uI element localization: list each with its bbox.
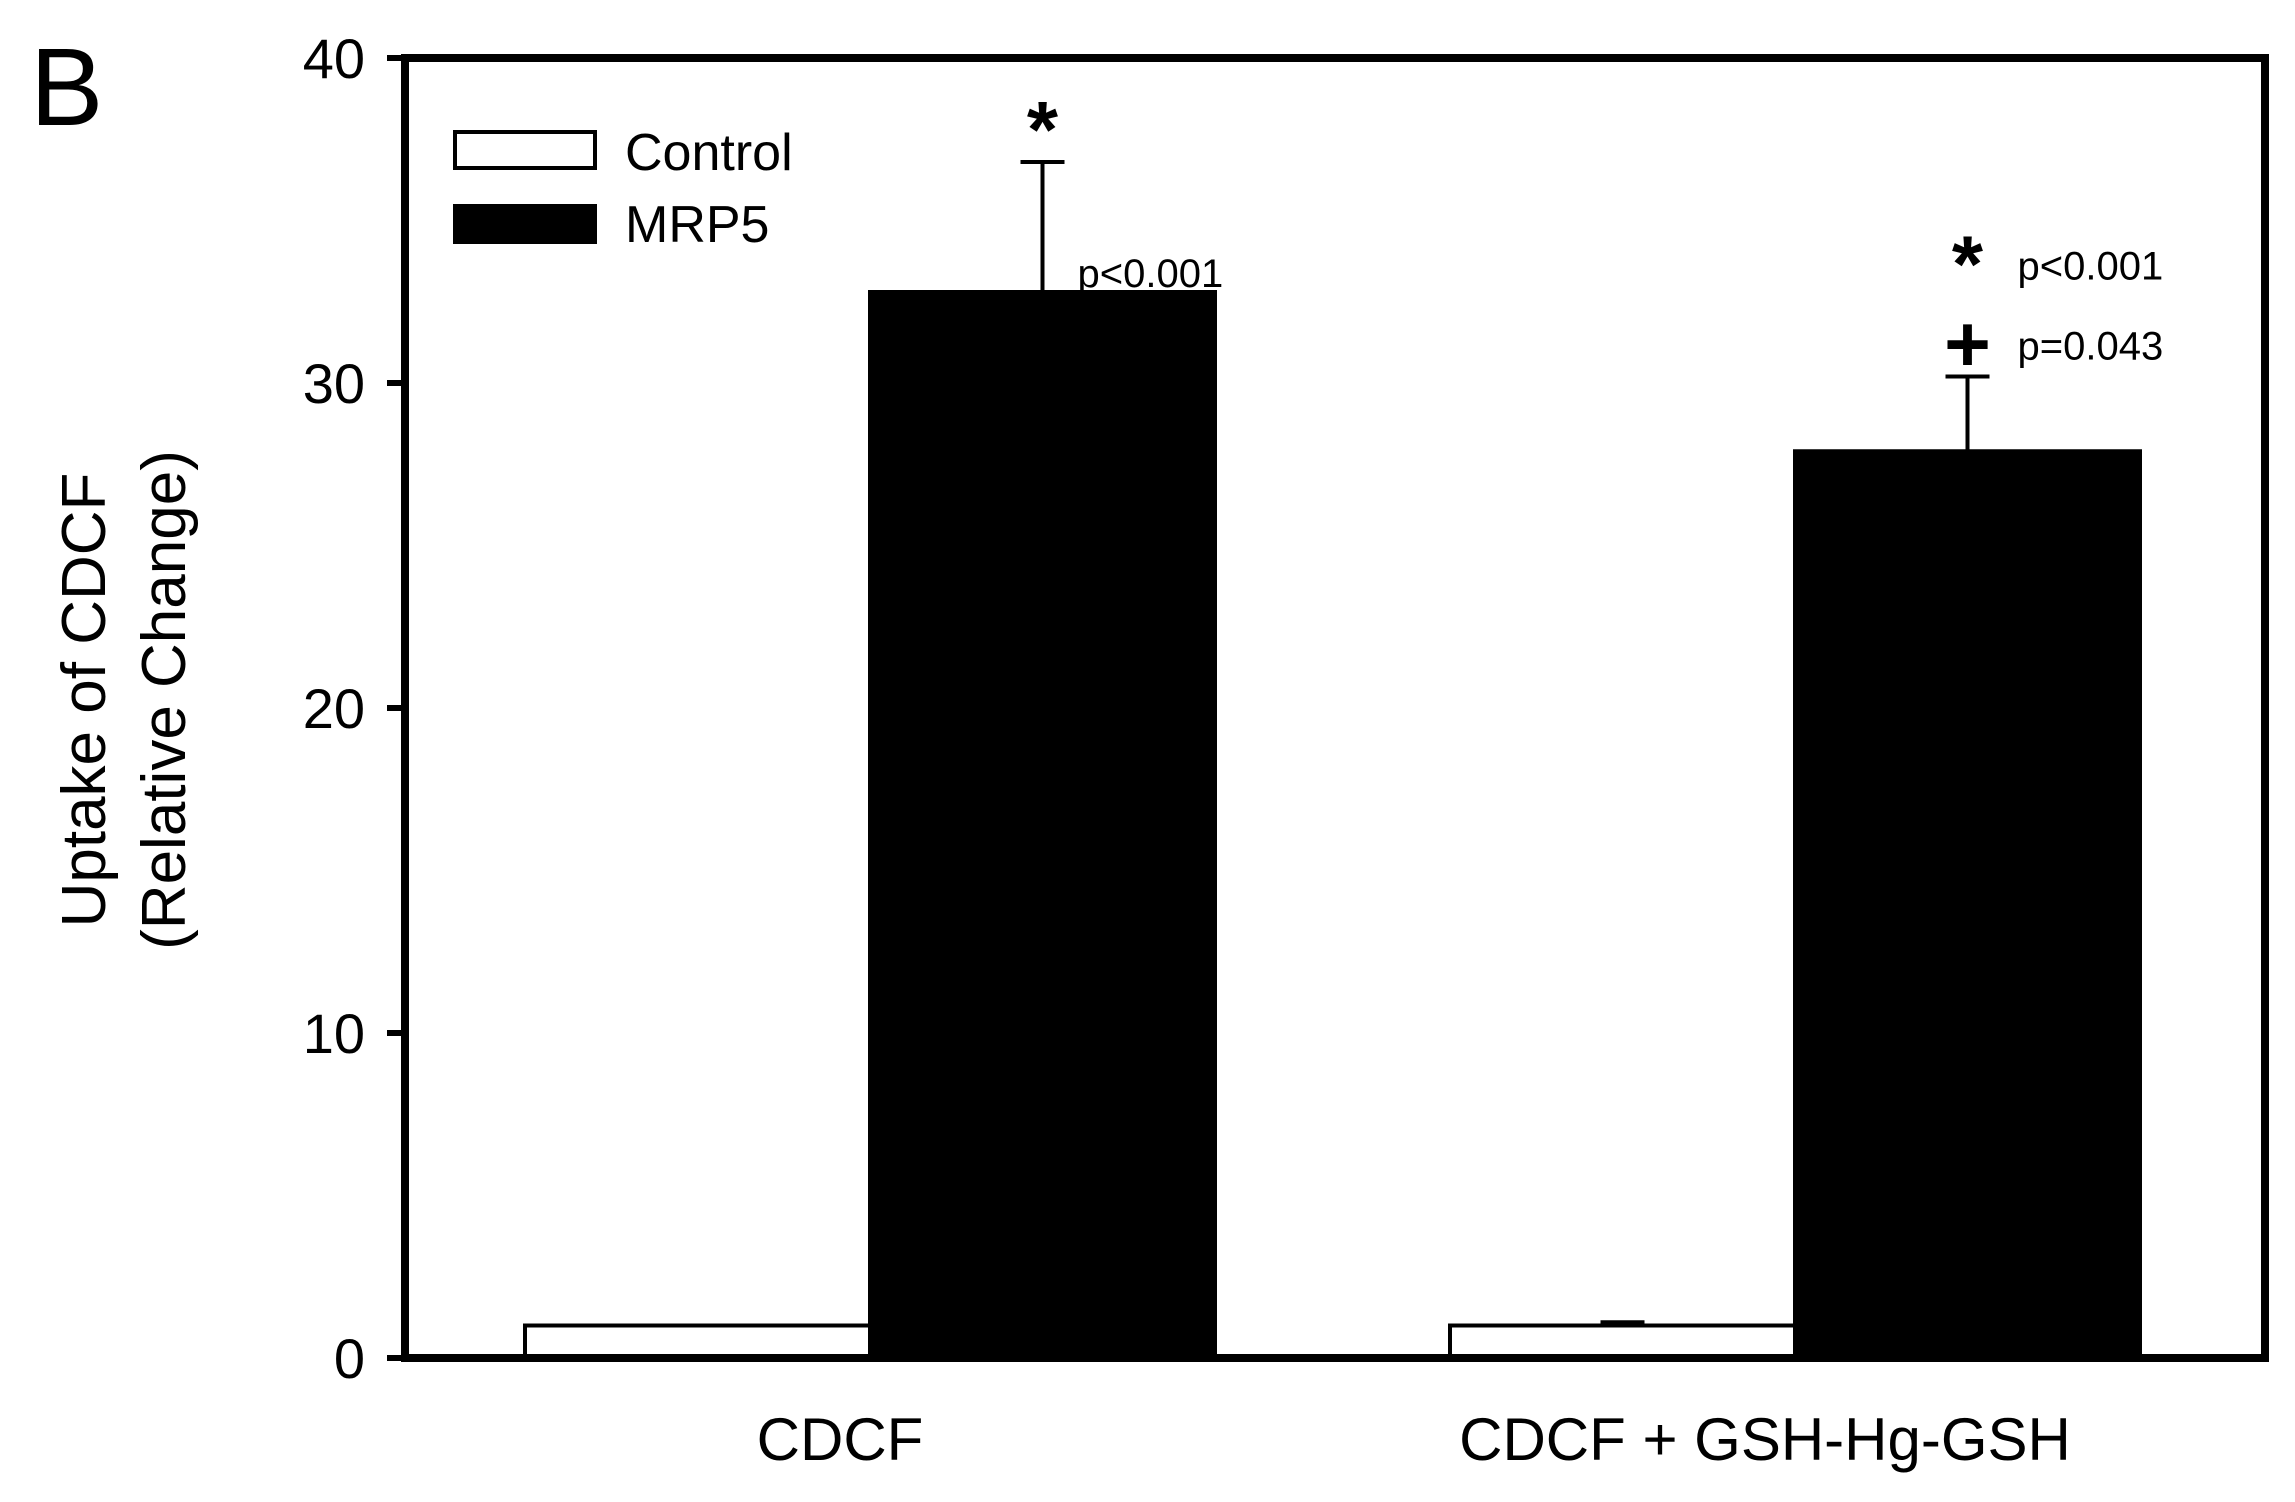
legend-label-control: Control <box>625 124 793 182</box>
y-axis-ticks: 0 10 20 30 40 <box>303 27 405 1390</box>
y-tick-label: 10 <box>303 1002 365 1065</box>
p-value-label: p<0.001 <box>1078 252 1224 296</box>
x-axis-category-labels: CDCF CDCF + GSH-Hg-GSH <box>757 1406 2071 1473</box>
y-tick-label: 40 <box>303 27 365 90</box>
y-axis-label-line-2: (Relative Change) <box>130 450 199 950</box>
panel-label: B <box>30 26 103 149</box>
y-axis-label-line-1: Uptake of CDCF <box>50 473 119 928</box>
legend: Control MRP5 <box>453 124 793 254</box>
bar-mrp5-0 <box>868 290 1217 1360</box>
bar-mrp5-1 <box>1793 449 2142 1360</box>
bars-group <box>523 290 2142 1360</box>
y-tick-label: 30 <box>303 352 365 415</box>
y-tick-label: 20 <box>303 677 365 740</box>
error-bars-group <box>1020 160 1990 1326</box>
y-axis-label: Uptake of CDCF (Relative Change) <box>50 450 199 950</box>
significance-asterisk: * <box>1952 220 1984 309</box>
bar-control-0 <box>523 1323 872 1360</box>
x-category-label: CDCF + GSH-Hg-GSH <box>1459 1406 2071 1473</box>
bar-control-1 <box>1448 1323 1797 1360</box>
legend-label-mrp5: MRP5 <box>625 196 769 254</box>
significance-asterisk: * <box>1027 85 1059 174</box>
y-tick-label: 0 <box>334 1327 365 1390</box>
p-value-label: p=0.043 <box>2018 325 2164 369</box>
legend-swatch-control <box>453 130 597 170</box>
x-category-label: CDCF <box>757 1406 924 1473</box>
significance-plus: + <box>1944 300 1991 389</box>
annotations-group: * p<0.001 * p<0.001 + p=0.043 <box>1027 85 2163 389</box>
p-value-label: p<0.001 <box>2018 245 2164 289</box>
legend-swatch-mrp5 <box>453 204 597 244</box>
